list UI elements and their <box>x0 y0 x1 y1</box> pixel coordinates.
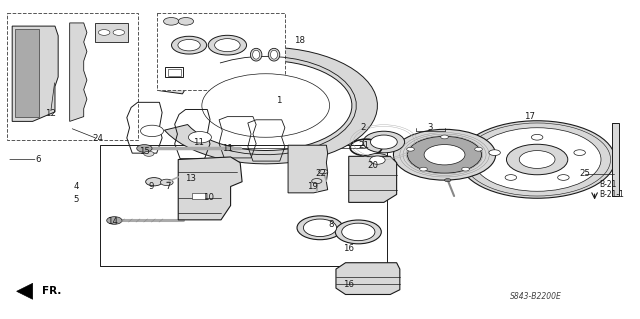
Circle shape <box>141 125 164 137</box>
Ellipse shape <box>214 39 240 52</box>
Circle shape <box>161 179 173 186</box>
Text: 11: 11 <box>193 137 204 146</box>
Circle shape <box>137 145 152 152</box>
Circle shape <box>178 18 193 25</box>
Ellipse shape <box>178 40 200 51</box>
Text: 1: 1 <box>276 96 281 105</box>
Text: 24: 24 <box>92 134 103 143</box>
Text: B-21: B-21 <box>599 181 616 189</box>
Bar <box>166 67 183 77</box>
Circle shape <box>574 150 586 155</box>
Text: 18: 18 <box>294 36 305 45</box>
Text: 12: 12 <box>45 109 56 118</box>
Bar <box>192 194 205 199</box>
Text: 11: 11 <box>222 144 233 153</box>
Circle shape <box>461 167 469 171</box>
Polygon shape <box>70 23 87 122</box>
Text: 8: 8 <box>329 220 334 229</box>
Circle shape <box>420 167 428 171</box>
Ellipse shape <box>335 220 381 244</box>
Ellipse shape <box>271 50 278 59</box>
Polygon shape <box>100 145 387 266</box>
Polygon shape <box>158 47 378 164</box>
Polygon shape <box>336 263 400 294</box>
Text: 2: 2 <box>361 123 366 132</box>
Text: 5: 5 <box>74 195 79 204</box>
Polygon shape <box>349 156 397 202</box>
Circle shape <box>519 151 555 168</box>
Circle shape <box>460 121 615 198</box>
Circle shape <box>107 217 122 224</box>
Text: S843-B2200E: S843-B2200E <box>510 292 562 301</box>
Text: 15: 15 <box>139 147 150 156</box>
Circle shape <box>531 134 543 140</box>
Bar <box>168 69 180 76</box>
Ellipse shape <box>208 35 246 55</box>
Circle shape <box>188 131 211 143</box>
Text: 20: 20 <box>367 161 378 170</box>
Circle shape <box>99 30 110 35</box>
Ellipse shape <box>172 36 207 54</box>
Circle shape <box>144 151 154 156</box>
Circle shape <box>394 129 495 180</box>
Ellipse shape <box>253 50 260 59</box>
Polygon shape <box>7 13 138 140</box>
Circle shape <box>506 144 568 175</box>
Text: 3: 3 <box>427 123 433 132</box>
Text: 16: 16 <box>343 280 354 289</box>
Polygon shape <box>612 123 619 196</box>
Polygon shape <box>288 145 328 193</box>
Ellipse shape <box>268 48 280 61</box>
Circle shape <box>424 145 465 165</box>
Text: 22: 22 <box>316 169 327 178</box>
Circle shape <box>408 136 481 173</box>
Circle shape <box>475 147 483 151</box>
Ellipse shape <box>250 48 262 61</box>
Ellipse shape <box>370 156 385 164</box>
Ellipse shape <box>303 219 337 236</box>
Text: 14: 14 <box>107 217 118 226</box>
Text: 7: 7 <box>165 182 171 191</box>
Polygon shape <box>157 13 285 90</box>
Text: B-21-1: B-21-1 <box>599 190 624 199</box>
Circle shape <box>312 179 322 184</box>
Text: 19: 19 <box>307 182 318 191</box>
Circle shape <box>505 174 516 180</box>
Text: 6: 6 <box>35 155 40 164</box>
Circle shape <box>445 179 451 182</box>
Text: 13: 13 <box>186 174 196 183</box>
Text: 4: 4 <box>74 182 79 191</box>
Text: 16: 16 <box>343 244 354 253</box>
Text: 21: 21 <box>358 141 369 150</box>
Circle shape <box>202 74 330 137</box>
Ellipse shape <box>371 135 397 149</box>
Circle shape <box>146 178 163 186</box>
Polygon shape <box>178 157 242 220</box>
Text: 9: 9 <box>148 182 154 191</box>
Circle shape <box>557 174 569 180</box>
Ellipse shape <box>342 223 375 241</box>
Polygon shape <box>15 29 39 117</box>
Text: 25: 25 <box>580 169 591 178</box>
Text: 17: 17 <box>524 112 535 121</box>
Circle shape <box>473 128 601 191</box>
Ellipse shape <box>363 131 404 153</box>
Polygon shape <box>12 26 58 122</box>
Text: FR.: FR. <box>42 286 61 296</box>
Circle shape <box>319 169 328 174</box>
Circle shape <box>489 150 500 155</box>
Circle shape <box>113 30 125 35</box>
Circle shape <box>441 135 449 139</box>
Circle shape <box>406 147 414 151</box>
Text: 10: 10 <box>203 193 214 202</box>
Ellipse shape <box>297 216 343 240</box>
Polygon shape <box>95 23 129 42</box>
Polygon shape <box>17 283 33 299</box>
Circle shape <box>164 18 179 25</box>
Ellipse shape <box>365 153 390 167</box>
